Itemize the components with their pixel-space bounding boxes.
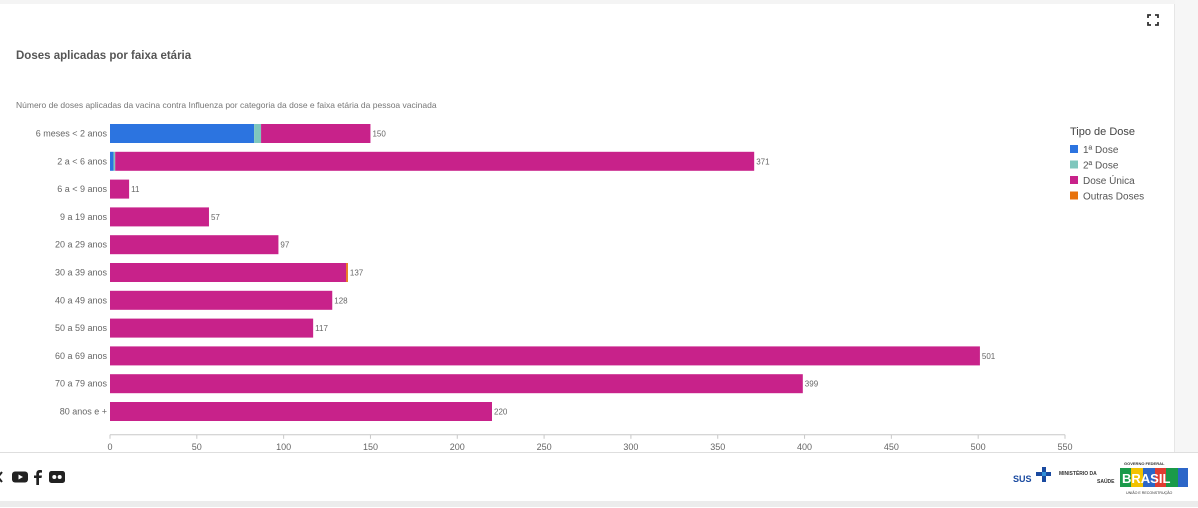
legend-swatch bbox=[1070, 160, 1078, 169]
flickr-icon[interactable] bbox=[48, 468, 66, 486]
category-label: 6 meses < 2 anos bbox=[36, 129, 108, 139]
category-label: 30 a 39 anos bbox=[55, 268, 108, 278]
bar-total-label: 371 bbox=[756, 157, 770, 166]
bar-segment bbox=[110, 318, 314, 338]
legend-swatch bbox=[1070, 191, 1078, 200]
bar-segment bbox=[254, 124, 262, 143]
x-tick-label: 250 bbox=[537, 442, 552, 452]
footer bbox=[0, 452, 1198, 508]
x-tick-label: 350 bbox=[710, 442, 725, 452]
legend-swatch bbox=[1070, 145, 1078, 153]
category-label: 80 anos e + bbox=[60, 407, 107, 417]
category-label: 70 a 79 anos bbox=[55, 379, 108, 389]
chart-subtitle: Número de doses aplicadas da vacina cont… bbox=[16, 100, 437, 110]
bar-total-label: 128 bbox=[334, 296, 348, 305]
x-tick-label: 100 bbox=[276, 442, 291, 452]
governo-federal-logo: GOVERNO FEDERAL BRASIL UNIÃO E RECONSTRU… bbox=[1120, 461, 1188, 495]
category-label: 6 a < 9 anos bbox=[57, 184, 107, 194]
government-logos: SUS MINISTÉRIO DA SAÚDE GOVERNO FEDERAL … bbox=[1013, 461, 1188, 495]
fullscreen-icon[interactable] bbox=[1145, 12, 1161, 28]
bar-segment bbox=[110, 124, 255, 143]
ministerio-line1: MINISTÉRIO DA bbox=[1059, 469, 1097, 477]
bar-segment bbox=[110, 402, 492, 421]
gov-word: BRASIL bbox=[1122, 471, 1170, 486]
chart-title: Doses aplicadas por faixa etária bbox=[16, 50, 192, 62]
x-icon[interactable] bbox=[0, 468, 6, 486]
legend-item: Outras Doses bbox=[1083, 192, 1144, 203]
legend-item: 2ª Dose bbox=[1083, 161, 1119, 172]
bar-segment bbox=[110, 207, 209, 227]
bar-total-label: 220 bbox=[494, 408, 508, 417]
x-tick-label: 300 bbox=[623, 442, 638, 452]
bar-segment bbox=[110, 346, 980, 366]
bar-segment bbox=[110, 179, 130, 199]
legend-item: Dose Única bbox=[1083, 174, 1135, 187]
gov-top-text: GOVERNO FEDERAL bbox=[1124, 461, 1165, 466]
bar-total-label: 57 bbox=[211, 213, 220, 222]
x-tick-label: 0 bbox=[107, 442, 112, 452]
bar-total-label: 399 bbox=[805, 380, 819, 389]
legend-item: 1ª Dose bbox=[1083, 145, 1119, 156]
sus-logo: SUS bbox=[1013, 467, 1051, 484]
legend-title: Tipo de Dose bbox=[1070, 126, 1135, 138]
footer-bottom-bar bbox=[0, 501, 1198, 507]
category-label: 2 a < 6 anos bbox=[57, 156, 107, 166]
scroll-area bbox=[1175, 0, 1198, 452]
bar-chart: 0 50 100 150 200 250 300 350 400 450 500 550 6 meses… bbox=[36, 124, 1144, 452]
bar-segment bbox=[110, 151, 114, 171]
bar-total-label: 137 bbox=[350, 269, 364, 278]
x-tick-label: 150 bbox=[363, 442, 378, 452]
category-label: 9 a 19 anos bbox=[60, 212, 108, 222]
category-label: 50 a 59 anos bbox=[55, 323, 108, 333]
bar-total-label: 501 bbox=[982, 352, 996, 361]
x-tick-label: 50 bbox=[192, 442, 202, 452]
x-tick-label: 500 bbox=[971, 442, 986, 452]
bar-total-label: 11 bbox=[131, 185, 140, 194]
category-label: 60 a 69 anos bbox=[55, 351, 108, 361]
gov-bottom-text: UNIÃO E RECONSTRUÇÃO bbox=[1126, 490, 1173, 495]
x-tick-label: 200 bbox=[450, 442, 465, 452]
bar-segment bbox=[110, 235, 279, 255]
x-tick-label: 450 bbox=[884, 442, 899, 452]
category-label: 20 a 29 anos bbox=[55, 240, 108, 250]
x-tick-label: 400 bbox=[797, 442, 812, 452]
bar-segment bbox=[261, 124, 371, 143]
bar-segment bbox=[113, 151, 116, 171]
bar-segment bbox=[110, 263, 347, 282]
ministerio-saude-logo: MINISTÉRIO DA SAÚDE bbox=[1059, 469, 1115, 485]
youtube-icon[interactable] bbox=[11, 468, 29, 486]
ministerio-line2: SAÚDE bbox=[1097, 478, 1115, 485]
bar-segment bbox=[110, 290, 333, 310]
facebook-icon[interactable] bbox=[32, 468, 44, 486]
sus-text: SUS bbox=[1013, 474, 1032, 484]
legend-swatch bbox=[1070, 176, 1078, 184]
x-tick-label: 550 bbox=[1057, 442, 1072, 452]
bar-segment bbox=[115, 151, 755, 171]
category-label: 40 a 49 anos bbox=[55, 295, 108, 305]
bar-segment bbox=[110, 374, 803, 394]
bar-total-label: 150 bbox=[372, 130, 386, 139]
bar-total-label: 97 bbox=[280, 241, 289, 250]
bar-total-label: 117 bbox=[315, 324, 328, 333]
bar-segment bbox=[346, 263, 348, 282]
